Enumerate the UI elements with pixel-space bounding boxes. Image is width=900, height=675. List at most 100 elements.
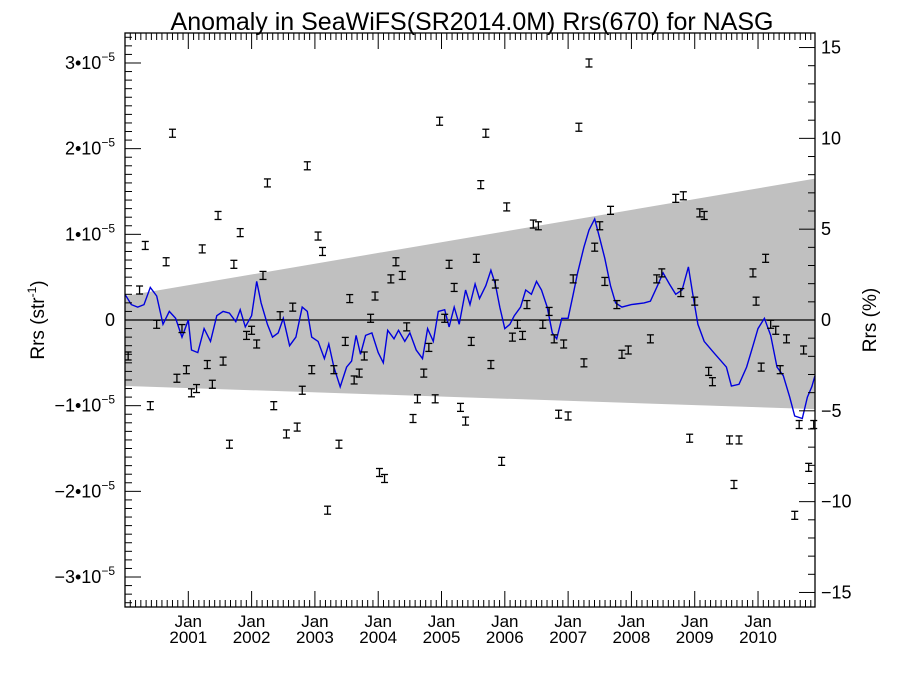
data-point [289,302,297,312]
x-tick-label-year: 2001 [169,628,207,647]
data-point [462,416,470,426]
data-point [253,339,261,349]
data-point [591,242,599,252]
data-point [450,282,458,293]
x-tick-label-month: Jan [238,612,265,631]
data-point [550,334,558,344]
data-point [487,359,495,370]
data-point [308,365,316,375]
data-point [381,473,389,484]
y-tick-label-right: 10 [821,128,841,148]
data-point [791,510,799,520]
data-point [783,334,791,344]
data-point [691,296,699,306]
data-point [243,330,251,341]
data-point [198,244,206,254]
x-tick-label-year: 2008 [613,628,651,647]
data-point [436,116,444,126]
data-point [658,268,666,278]
data-point [350,375,358,385]
left-axis-title: Rrs (str-1) [25,280,49,359]
data-point [564,411,572,421]
data-point [124,351,132,361]
y-tick-label-left: −3•10−5 [54,564,115,587]
data-point [230,259,238,269]
data-point [282,429,290,439]
data-point [810,419,818,430]
data-point [441,313,449,323]
data-point [539,319,547,329]
data-point [752,296,760,306]
data-point [749,268,757,278]
data-point [136,285,144,295]
data-point [696,208,704,218]
x-tick-label-month: Jan [744,612,771,631]
data-point [367,313,375,323]
data-point [457,402,465,413]
y-tick-label-right: 5 [821,219,831,239]
y-tick-label-left: 1•10−5 [65,221,115,244]
data-point [182,365,190,375]
data-point [187,388,195,398]
x-tick-label-month: Jan [681,612,708,631]
data-point [335,439,343,449]
x-tick-label-month: Jan [365,612,392,631]
y-tick-label-right: −5 [821,401,842,421]
data-point [314,231,322,241]
data-point [141,240,149,251]
x-tick-label-year: 2009 [676,628,714,647]
data-point [303,161,311,171]
data-point [805,462,813,473]
data-point [529,219,537,229]
data-point [146,401,154,411]
y-tick-label-right: 0 [821,310,831,330]
data-point [387,274,395,284]
y-tick-label-right: −15 [821,582,852,602]
data-point [482,128,490,138]
data-point [392,257,400,267]
data-point [341,336,349,347]
data-point [730,479,738,490]
data-point [371,291,379,301]
x-tick-label-year: 2004 [359,628,397,647]
data-point [214,210,222,221]
chart-title: Anomaly in SeaWiFS(SR2014.0M) Rrs(670) f… [171,8,774,36]
data-point [420,368,428,378]
data-point [545,306,553,317]
data-point [324,505,332,515]
data-point [624,345,632,355]
data-point [445,259,453,269]
data-point [508,332,516,342]
y-tick-label-left: −1•10−5 [54,393,115,416]
data-point [800,345,808,355]
x-tick-label-year: 2010 [739,628,777,647]
data-point [467,336,475,347]
data-point [413,394,421,404]
data-point [263,178,271,188]
data-point [767,319,775,329]
data-point [523,299,531,310]
y-tick-label-right: −10 [821,492,852,512]
data-point [776,365,784,375]
data-point [236,227,244,238]
data-point [298,385,306,395]
data-point [795,419,803,430]
data-point [653,274,661,284]
data-point [580,358,588,368]
x-tick-label-month: Jan [618,612,645,631]
data-point [679,191,687,201]
data-point [596,221,604,231]
data-point [569,274,577,284]
x-tick-label-year: 2006 [486,628,524,647]
left-axis-title-main: Rrs (str [28,297,49,360]
data-point [601,276,609,287]
data-point [193,383,201,394]
left-axis-title-close: ) [28,280,49,286]
data-point [409,413,417,424]
data-point [293,422,301,432]
x-tick-label-year: 2003 [296,628,334,647]
smoothed-series-line [124,216,816,420]
data-point [607,205,615,215]
data-point [735,435,743,445]
data-point [513,319,521,329]
